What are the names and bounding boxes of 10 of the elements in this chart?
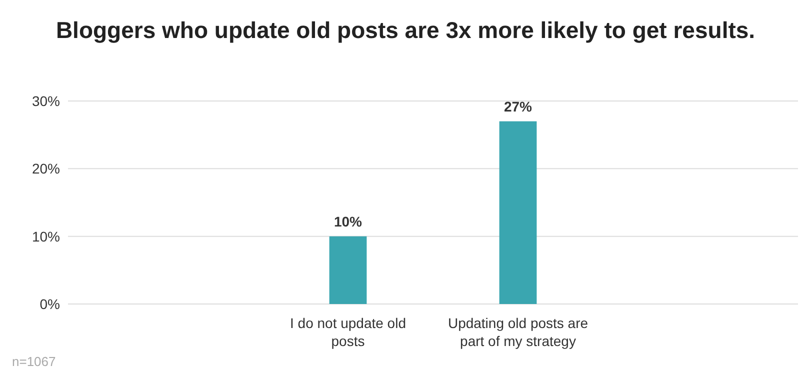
data-label: 10% (334, 213, 363, 230)
x-tick-label: I do not update old posts (290, 315, 406, 349)
y-tick-label: 20% (32, 160, 60, 177)
y-tick-label: 10% (32, 228, 60, 244)
y-tick-label: 30% (32, 93, 60, 109)
text: n=1067 (12, 354, 56, 369)
chart-title: Bloggers who update old posts are 3x more likely to get results. (56, 17, 756, 43)
data-label: 27% (504, 98, 533, 114)
x-tick-label: Updating old posts are part of my strategy (448, 315, 588, 349)
y-tick-label: 0% (40, 296, 60, 312)
